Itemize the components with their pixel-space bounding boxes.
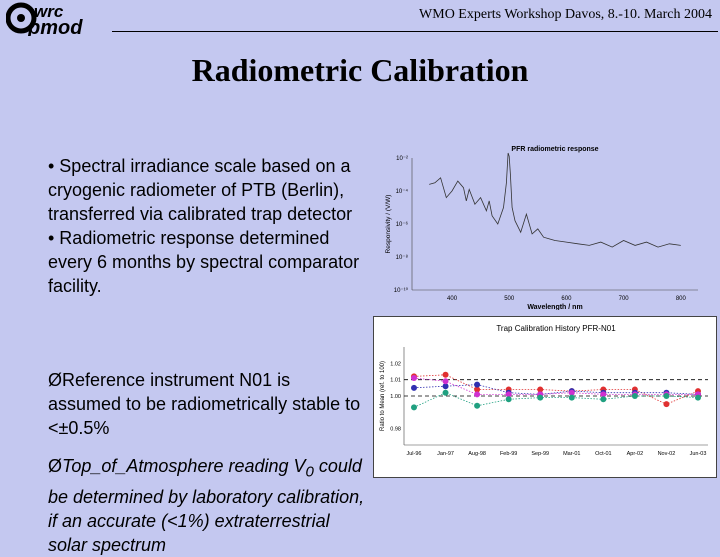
x-tick-label: 400 <box>447 296 458 302</box>
y-tick-label: 10⁻² <box>396 156 408 162</box>
series-line <box>413 384 699 395</box>
y-tick-label: 10⁻⁸ <box>396 254 409 261</box>
arrow-marker-icon: Ø <box>48 456 63 476</box>
pfr-response-chart: PFR radiometric response 400 500 600 700 800 1… <box>385 146 698 310</box>
subscript-zero: 0 <box>305 463 314 481</box>
y-tick-label: 10⁻⁶ <box>396 221 409 228</box>
data-point <box>631 393 638 399</box>
x-tick-label: Oct-01 <box>595 451 612 457</box>
wrc-pmod-logo: wrc pmod <box>6 2 83 36</box>
y-tick-label: 10⁻⁴ <box>396 188 409 195</box>
event-header: WMO Experts Workshop Davos, 8.-10. March… <box>419 7 712 22</box>
bullet-item: • Radiometric response determined every … <box>48 228 360 296</box>
trap-calibration-chart: Trap Calibration History PFR-N01 0.98 1.00… <box>373 316 717 478</box>
bullet-item: • Spectral irradiance scale based on a c… <box>48 156 353 224</box>
x-tick-label: 600 <box>561 296 572 302</box>
y-tick-label: 1.02 <box>390 361 401 367</box>
x-tick-label: 500 <box>504 296 515 302</box>
x-axis-label: Wavelength / nm <box>527 304 582 310</box>
arrow-item-text: Reference instrument N01 is assumed to b… <box>48 370 361 438</box>
logo-spiral-icon <box>6 2 37 34</box>
x-tick-label: 800 <box>676 296 687 302</box>
data-point <box>600 391 607 398</box>
logo-wordmark-bottom: pmod <box>27 17 83 36</box>
data-point <box>695 394 701 401</box>
data-point <box>442 378 449 385</box>
arrow-item-text: Top_of_Atmosphere reading V <box>62 456 306 476</box>
y-tick-label: 0.98 <box>390 427 401 433</box>
y-axis-label: Ratio to Mean (ref. to 100) <box>380 361 386 431</box>
x-tick-label: Nov-02 <box>658 451 676 457</box>
data-point <box>474 386 481 393</box>
arrow-item-reference: ØReference instrument N01 is assumed to … <box>48 368 368 440</box>
data-point <box>568 394 575 401</box>
y-tick-label: 1.01 <box>390 378 401 384</box>
data-point <box>600 396 607 403</box>
data-point <box>442 383 449 390</box>
data-point <box>663 401 670 408</box>
chart-title: Trap Calibration History PFR-N01 <box>496 324 616 333</box>
data-point <box>537 394 544 401</box>
series-line <box>413 392 699 408</box>
data-point <box>442 389 449 396</box>
arrow-marker-icon: Ø <box>48 370 63 390</box>
header-rule <box>112 31 718 32</box>
data-point <box>505 391 512 398</box>
chart-title: PFR radiometric response <box>511 146 598 153</box>
series-line <box>413 374 699 405</box>
response-line <box>429 152 681 248</box>
x-tick-label: Aug-98 <box>468 451 486 457</box>
data-point <box>442 371 449 378</box>
data-point <box>474 391 481 398</box>
data-point <box>474 402 481 409</box>
x-tick-label: 700 <box>619 296 630 302</box>
series-line <box>413 377 698 395</box>
bullet-list: • Spectral irradiance scale based on a c… <box>48 154 368 298</box>
data-point <box>411 404 417 411</box>
data-point <box>663 393 670 399</box>
y-tick-label: 10⁻¹⁰ <box>394 287 409 294</box>
data-point <box>411 384 417 391</box>
arrow-item-toa: ØTop_of_Atmosphere reading V0 could be d… <box>48 454 368 557</box>
y-tick-label: 1.00 <box>390 394 401 400</box>
data-point <box>505 396 512 403</box>
slide-title: Radiometric Calibration <box>191 52 529 88</box>
x-tick-label: Jun-03 <box>690 451 707 457</box>
data-point <box>537 386 544 393</box>
x-tick-label: Apr-02 <box>627 451 644 457</box>
x-tick-label: Sep-99 <box>531 451 549 457</box>
data-point <box>568 389 575 396</box>
x-tick-label: Jan-97 <box>437 451 454 457</box>
x-tick-label: Feb-99 <box>500 451 517 457</box>
x-tick-label: Mar-01 <box>563 451 580 457</box>
data-point <box>411 375 417 382</box>
y-axis-label: Responsivity / (V/W) <box>385 195 392 254</box>
logo-wordmark-top: wrc <box>34 2 64 21</box>
data-point <box>474 381 481 388</box>
x-tick-label: Jul-96 <box>407 451 422 457</box>
